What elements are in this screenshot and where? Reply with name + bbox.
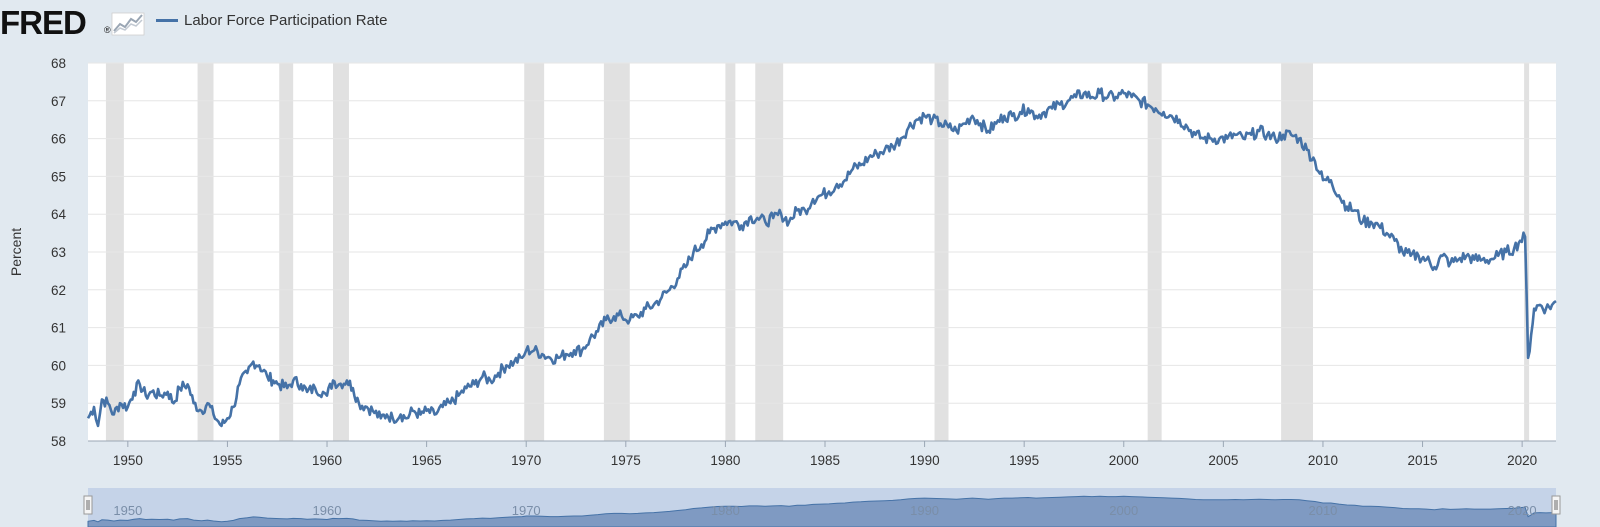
x-tick-label: 2015	[1408, 453, 1438, 468]
navigator-tick-label: 1950	[113, 503, 142, 518]
x-tick-label: 1995	[1009, 453, 1039, 468]
y-tick-label: 63	[51, 245, 66, 260]
legend-label: Labor Force Participation Rate	[184, 12, 388, 29]
y-tick-label: 65	[51, 169, 66, 184]
navigator-tick-label: 2010	[1308, 503, 1337, 518]
x-tick-label: 1950	[113, 453, 143, 468]
x-tick-label: 1980	[710, 453, 740, 468]
navigator-tick-label: 1960	[313, 503, 342, 518]
x-tick-label: 1975	[611, 453, 641, 468]
x-tick-label: 2010	[1308, 453, 1338, 468]
x-tick-label: 2000	[1109, 453, 1139, 468]
y-axis-label: Percent	[8, 228, 24, 276]
y-tick-label: 59	[51, 396, 66, 411]
x-tick-label: 2020	[1507, 453, 1537, 468]
y-tick-label: 68	[51, 56, 66, 71]
navigator-right-handle[interactable]	[1551, 495, 1561, 515]
x-tick-label: 2005	[1208, 453, 1238, 468]
range-navigator[interactable]: 1950 1960 1970 1980 1990 2000 2010 2020	[83, 488, 1561, 527]
navigator-tick-label: 1970	[512, 503, 541, 518]
navigator-ticks: 1950 1960 1970 1980 1990 2000 2010 2020	[113, 503, 1536, 518]
registered-mark: ®	[104, 25, 111, 35]
x-tick-label: 1990	[910, 453, 940, 468]
y-tick-label: 58	[51, 434, 66, 449]
x-tick-label: 1955	[212, 453, 242, 468]
y-tick-label: 64	[51, 207, 67, 222]
fred-chart-icon	[111, 12, 145, 36]
navigator-tick-label: 2000	[1109, 503, 1138, 518]
navigator-tick-label: 1990	[910, 503, 939, 518]
chart-header: FRED ® Labor Force Participation Rate	[0, 0, 1600, 48]
y-tick-label: 62	[51, 283, 66, 298]
y-tick-label: 66	[51, 132, 66, 147]
chart-legend[interactable]: Labor Force Participation Rate	[156, 12, 387, 29]
x-tick-label: 1970	[511, 453, 541, 468]
y-tick-label: 60	[51, 358, 66, 373]
series-line-labor-force-participation-rate[interactable]	[86, 87, 1557, 428]
navigator-left-handle[interactable]	[83, 495, 93, 515]
navigator-series-area	[87, 495, 1557, 527]
y-tick-label: 67	[51, 94, 66, 109]
navigator-tick-label: 2020	[1508, 503, 1537, 518]
y-axis-ticks: 58 59 60 61 62 63 64 65 66 67 68	[51, 56, 67, 449]
grid-lines	[88, 62, 1556, 404]
x-tick-label: 1965	[412, 453, 442, 468]
x-tick-label: 1985	[810, 453, 840, 468]
navigator-tick-label: 1980	[711, 503, 740, 518]
x-axis-ticks: 1950 1955 1960 1965 1970 1975 1980 1985 1990 1995…	[113, 441, 1537, 468]
fred-logo[interactable]: FRED	[0, 4, 87, 41]
y-tick-label: 61	[51, 321, 66, 336]
x-tick-label: 1960	[312, 453, 342, 468]
legend-line-icon	[156, 19, 178, 22]
